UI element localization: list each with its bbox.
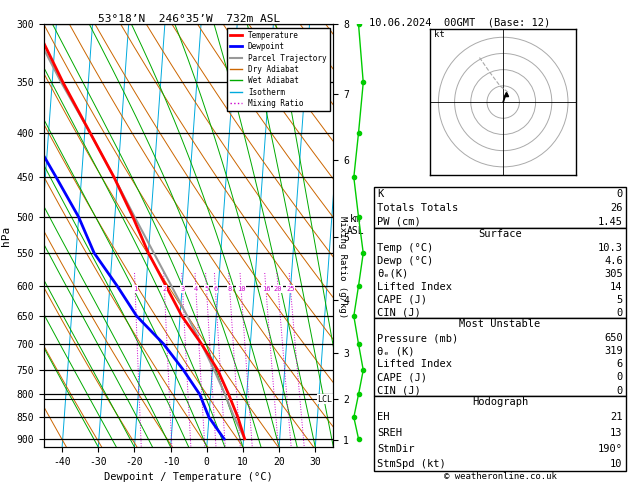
Text: 26: 26 bbox=[610, 203, 623, 213]
Text: 3: 3 bbox=[181, 286, 185, 292]
Text: 21: 21 bbox=[610, 412, 623, 422]
Text: © weatheronline.co.uk: © weatheronline.co.uk bbox=[443, 472, 557, 481]
Text: Dewp (°C): Dewp (°C) bbox=[377, 256, 433, 266]
Text: 4: 4 bbox=[194, 286, 198, 292]
Text: 6: 6 bbox=[616, 359, 623, 369]
Text: 5: 5 bbox=[616, 295, 623, 305]
Text: SREH: SREH bbox=[377, 428, 403, 438]
Text: 4.6: 4.6 bbox=[604, 256, 623, 266]
Text: kt: kt bbox=[433, 30, 444, 39]
Text: 1: 1 bbox=[133, 286, 137, 292]
Text: 10.06.2024  00GMT  (Base: 12): 10.06.2024 00GMT (Base: 12) bbox=[369, 17, 550, 27]
Text: EH: EH bbox=[377, 412, 390, 422]
Text: 25: 25 bbox=[286, 286, 295, 292]
Text: θₑ(K): θₑ(K) bbox=[377, 269, 409, 279]
Text: 10.3: 10.3 bbox=[598, 243, 623, 253]
Text: 319: 319 bbox=[604, 346, 623, 356]
Text: CIN (J): CIN (J) bbox=[377, 385, 421, 396]
Text: 1.45: 1.45 bbox=[598, 217, 623, 226]
Text: 0: 0 bbox=[616, 189, 623, 199]
Text: StmSpd (kt): StmSpd (kt) bbox=[377, 459, 446, 469]
Text: 20: 20 bbox=[274, 286, 282, 292]
Legend: Temperature, Dewpoint, Parcel Trajectory, Dry Adiabat, Wet Adiabat, Isotherm, Mi: Temperature, Dewpoint, Parcel Trajectory… bbox=[227, 28, 330, 111]
Text: Lifted Index: Lifted Index bbox=[377, 359, 452, 369]
Text: Pressure (mb): Pressure (mb) bbox=[377, 333, 459, 343]
Text: 16: 16 bbox=[262, 286, 270, 292]
Text: 0: 0 bbox=[616, 372, 623, 382]
Text: CAPE (J): CAPE (J) bbox=[377, 295, 427, 305]
Text: 305: 305 bbox=[604, 269, 623, 279]
Y-axis label: km
ASL: km ASL bbox=[347, 214, 365, 236]
Text: 14: 14 bbox=[610, 282, 623, 292]
Text: CAPE (J): CAPE (J) bbox=[377, 372, 427, 382]
Text: LCL: LCL bbox=[317, 395, 332, 403]
Text: 8: 8 bbox=[228, 286, 232, 292]
Text: θₑ (K): θₑ (K) bbox=[377, 346, 415, 356]
Text: Most Unstable: Most Unstable bbox=[459, 319, 541, 329]
Text: 10: 10 bbox=[237, 286, 245, 292]
Text: 190°: 190° bbox=[598, 444, 623, 454]
Text: Temp (°C): Temp (°C) bbox=[377, 243, 433, 253]
Text: Totals Totals: Totals Totals bbox=[377, 203, 459, 213]
Text: K: K bbox=[377, 189, 384, 199]
Text: Surface: Surface bbox=[478, 229, 522, 239]
Text: 0: 0 bbox=[616, 385, 623, 396]
Text: PW (cm): PW (cm) bbox=[377, 217, 421, 226]
X-axis label: Dewpoint / Temperature (°C): Dewpoint / Temperature (°C) bbox=[104, 472, 273, 483]
Y-axis label: hPa: hPa bbox=[1, 226, 11, 246]
Text: Lifted Index: Lifted Index bbox=[377, 282, 452, 292]
Text: CIN (J): CIN (J) bbox=[377, 308, 421, 318]
Text: Mixing Ratio (g/kg): Mixing Ratio (g/kg) bbox=[338, 216, 347, 318]
Text: StmDir: StmDir bbox=[377, 444, 415, 454]
Text: 650: 650 bbox=[604, 333, 623, 343]
Text: 13: 13 bbox=[610, 428, 623, 438]
Text: 5: 5 bbox=[204, 286, 209, 292]
Text: 2: 2 bbox=[162, 286, 167, 292]
Text: 10: 10 bbox=[610, 459, 623, 469]
Text: 6: 6 bbox=[213, 286, 218, 292]
Title: 53°18’N  246°35’W  732m ASL: 53°18’N 246°35’W 732m ASL bbox=[97, 14, 280, 23]
Text: 0: 0 bbox=[616, 308, 623, 318]
Text: Hodograph: Hodograph bbox=[472, 397, 528, 407]
